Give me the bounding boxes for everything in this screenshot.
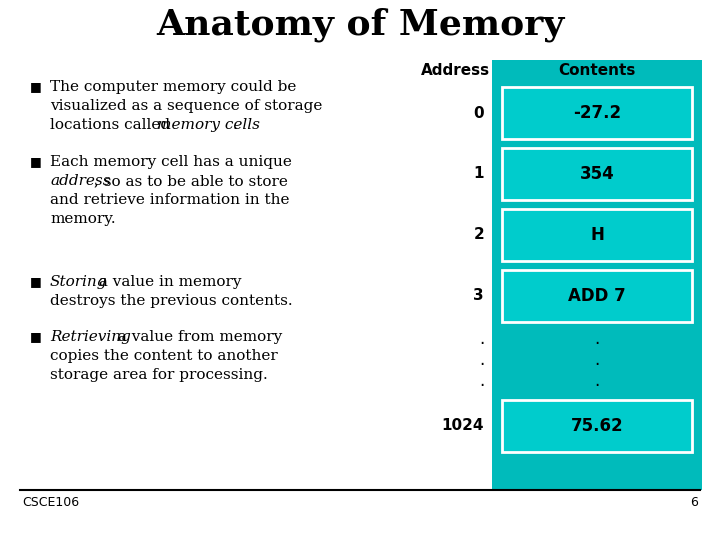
Text: address: address [50,174,111,188]
Text: ADD 7: ADD 7 [568,287,626,305]
Text: ■: ■ [30,80,42,93]
Text: 2: 2 [473,227,484,242]
Text: a value in memory: a value in memory [94,275,242,289]
Text: ■: ■ [30,155,42,168]
Text: copies the content to another: copies the content to another [50,349,278,363]
Text: CSCE106: CSCE106 [22,496,79,509]
Text: ·: · [595,356,600,374]
Text: Retrieving: Retrieving [50,330,131,344]
Text: ·: · [479,335,484,353]
Text: 75.62: 75.62 [571,417,624,435]
Text: a value from memory: a value from memory [113,330,282,344]
Text: 3: 3 [473,288,484,303]
Text: storage area for processing.: storage area for processing. [50,368,268,382]
Text: Each memory cell has a unique: Each memory cell has a unique [50,155,292,169]
Text: locations called: locations called [50,118,175,132]
Text: H: H [590,226,604,244]
Text: Anatomy of Memory: Anatomy of Memory [156,8,564,43]
Text: -27.2: -27.2 [573,104,621,122]
Text: ·: · [479,356,484,374]
Text: .: . [233,118,238,132]
Text: memory.: memory. [50,212,116,226]
Text: Address: Address [421,63,490,78]
Text: 1024: 1024 [441,418,484,434]
Text: and retrieve information in the: and retrieve information in the [50,193,289,207]
Text: ■: ■ [30,330,42,343]
Text: ·: · [595,335,600,353]
Text: 354: 354 [580,165,614,183]
Text: , so as to be able to store: , so as to be able to store [94,174,288,188]
Text: 0: 0 [473,105,484,120]
Text: Storing: Storing [50,275,107,289]
Text: ·: · [479,377,484,395]
Text: The computer memory could be: The computer memory could be [50,80,297,94]
Text: destroys the previous contents.: destroys the previous contents. [50,294,292,308]
Text: ·: · [595,377,600,395]
Text: Contents: Contents [558,63,636,78]
Text: 1: 1 [474,166,484,181]
Text: memory cells: memory cells [157,118,260,132]
Text: ■: ■ [30,275,42,288]
Text: 6: 6 [690,496,698,509]
Text: visualized as a sequence of storage: visualized as a sequence of storage [50,99,323,113]
